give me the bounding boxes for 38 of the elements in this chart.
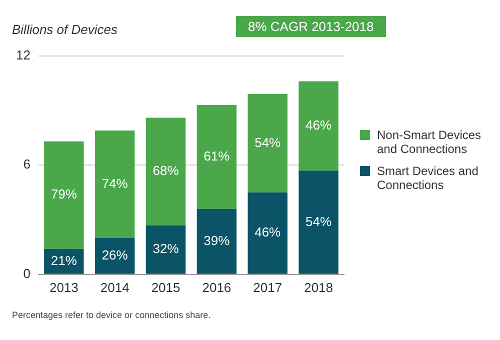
bar bbox=[146, 118, 186, 226]
annotation: 39% bbox=[204, 232, 230, 248]
bar bbox=[146, 225, 186, 274]
bar bbox=[298, 170, 338, 274]
legend-label: Smart Devices and Connections bbox=[377, 164, 480, 192]
bar bbox=[94, 130, 135, 238]
annotation: 46% bbox=[254, 224, 282, 240]
bar bbox=[44, 141, 84, 249]
x-tick-label: 2017 bbox=[253, 280, 282, 295]
legend-label: Non-Smart Devices and Connections bbox=[377, 128, 482, 156]
annotation: 32% bbox=[152, 241, 180, 256]
x-tick-label: 2015 bbox=[151, 280, 180, 295]
bar bbox=[196, 104, 237, 209]
x-tick-label: 2014 bbox=[100, 280, 130, 295]
text: Percentages refer to device or connections share. bbox=[12, 310, 211, 320]
bar bbox=[298, 81, 338, 171]
text: 8% CAGR 2013-2018 bbox=[236, 16, 386, 37]
annotation: 74% bbox=[102, 176, 128, 191]
x-tick-label: 2018 bbox=[304, 280, 333, 295]
x-tick-label: 2016 bbox=[202, 280, 232, 295]
annotation: 54% bbox=[254, 134, 282, 150]
y-tick-label: 6 bbox=[23, 156, 30, 172]
annotation: 61% bbox=[204, 148, 230, 164]
y-tick-label: 0 bbox=[23, 266, 30, 281]
x-tick-label: 2013 bbox=[49, 280, 78, 295]
annotation: 26% bbox=[102, 248, 128, 263]
annotation: 68% bbox=[152, 163, 180, 178]
y-axis-title: Billions of Devices bbox=[12, 22, 118, 37]
bar bbox=[94, 238, 135, 274]
bar bbox=[248, 192, 288, 274]
annotation: 21% bbox=[50, 252, 78, 268]
bar bbox=[196, 208, 237, 274]
annotation: 54% bbox=[306, 214, 332, 229]
bar bbox=[248, 94, 288, 192]
annotation: 79% bbox=[50, 186, 78, 202]
annotation: 46% bbox=[306, 118, 332, 133]
y-tick-label: 12 bbox=[16, 47, 30, 62]
bar bbox=[44, 248, 84, 274]
